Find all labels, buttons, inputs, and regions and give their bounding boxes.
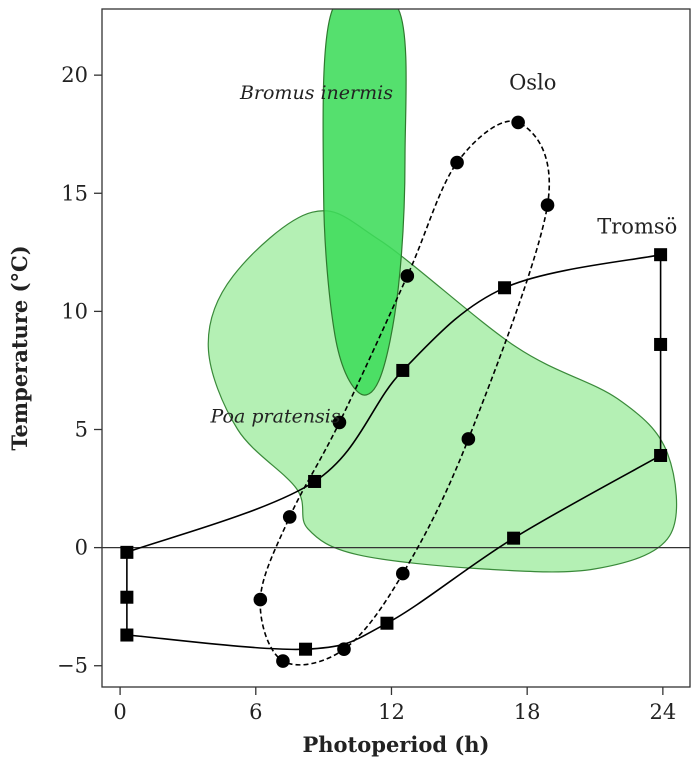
- point-oslo-3: [400, 269, 415, 283]
- x-tick-label-6: 6: [249, 700, 262, 724]
- x-tick-label-12: 12: [378, 700, 405, 724]
- point-oslo-2: [332, 415, 347, 430]
- y-tick-label-5: 5: [75, 418, 88, 442]
- point-tromso-8: [380, 616, 394, 630]
- point-oslo-6: [540, 198, 555, 212]
- point-tromso-11: [120, 590, 134, 604]
- x-axis: 0 6 12 18 24: [113, 687, 676, 724]
- point-tromso-0: [120, 545, 134, 559]
- y-axis: −5 0 5 10 15 20: [57, 63, 102, 678]
- region-bromus-inermis: [322, 9, 407, 396]
- point-oslo-9: [337, 642, 351, 657]
- point-tromso-2: [396, 363, 410, 377]
- annotation-poa-pratensis: Poa pratensis: [210, 405, 341, 427]
- x-tick-label-0: 0: [113, 700, 126, 724]
- point-oslo-0: [253, 592, 268, 607]
- y-axis-title: Temperature (°C): [7, 245, 32, 450]
- y-tick-label-15: 15: [61, 181, 88, 205]
- y-tick-label-10: 10: [61, 299, 88, 323]
- point-oslo-1: [282, 510, 297, 524]
- point-tromso-10: [120, 628, 134, 642]
- point-tromso-4: [654, 248, 668, 262]
- annotation-tromso: Tromsö: [597, 214, 677, 238]
- y-tick-label-0: 0: [75, 536, 88, 560]
- point-oslo-10: [276, 654, 290, 668]
- y-tick-label-20: 20: [61, 63, 88, 87]
- point-oslo-5: [511, 115, 525, 130]
- annotation-oslo: Oslo: [509, 70, 556, 94]
- point-tromso-6: [654, 448, 668, 462]
- point-oslo-7: [461, 432, 476, 446]
- plot-frame: [101, 8, 691, 688]
- regions-layer: [207, 9, 678, 573]
- point-tromso-3: [498, 281, 512, 295]
- point-tromso-5: [654, 337, 668, 351]
- point-oslo-4: [450, 155, 464, 170]
- annotation-bromus-inermis: Bromus inermis: [239, 82, 393, 104]
- region-poa-pratensis: [207, 210, 678, 573]
- x-tick-label-18: 18: [514, 700, 541, 724]
- x-axis-title: Photoperiod (h): [302, 732, 489, 757]
- x-tick-label-24: 24: [649, 700, 676, 724]
- point-tromso-9: [299, 642, 313, 656]
- y-tick-label--5: −5: [57, 654, 88, 678]
- point-tromso-1: [308, 474, 322, 488]
- point-oslo-8: [395, 566, 410, 581]
- annotations-layer: Bromus inermis Poa pratensis Oslo Tromsö: [210, 70, 678, 427]
- series-markers-layer: [120, 115, 668, 668]
- point-tromso-7: [507, 531, 521, 545]
- series-line-tromso: [126, 253, 662, 651]
